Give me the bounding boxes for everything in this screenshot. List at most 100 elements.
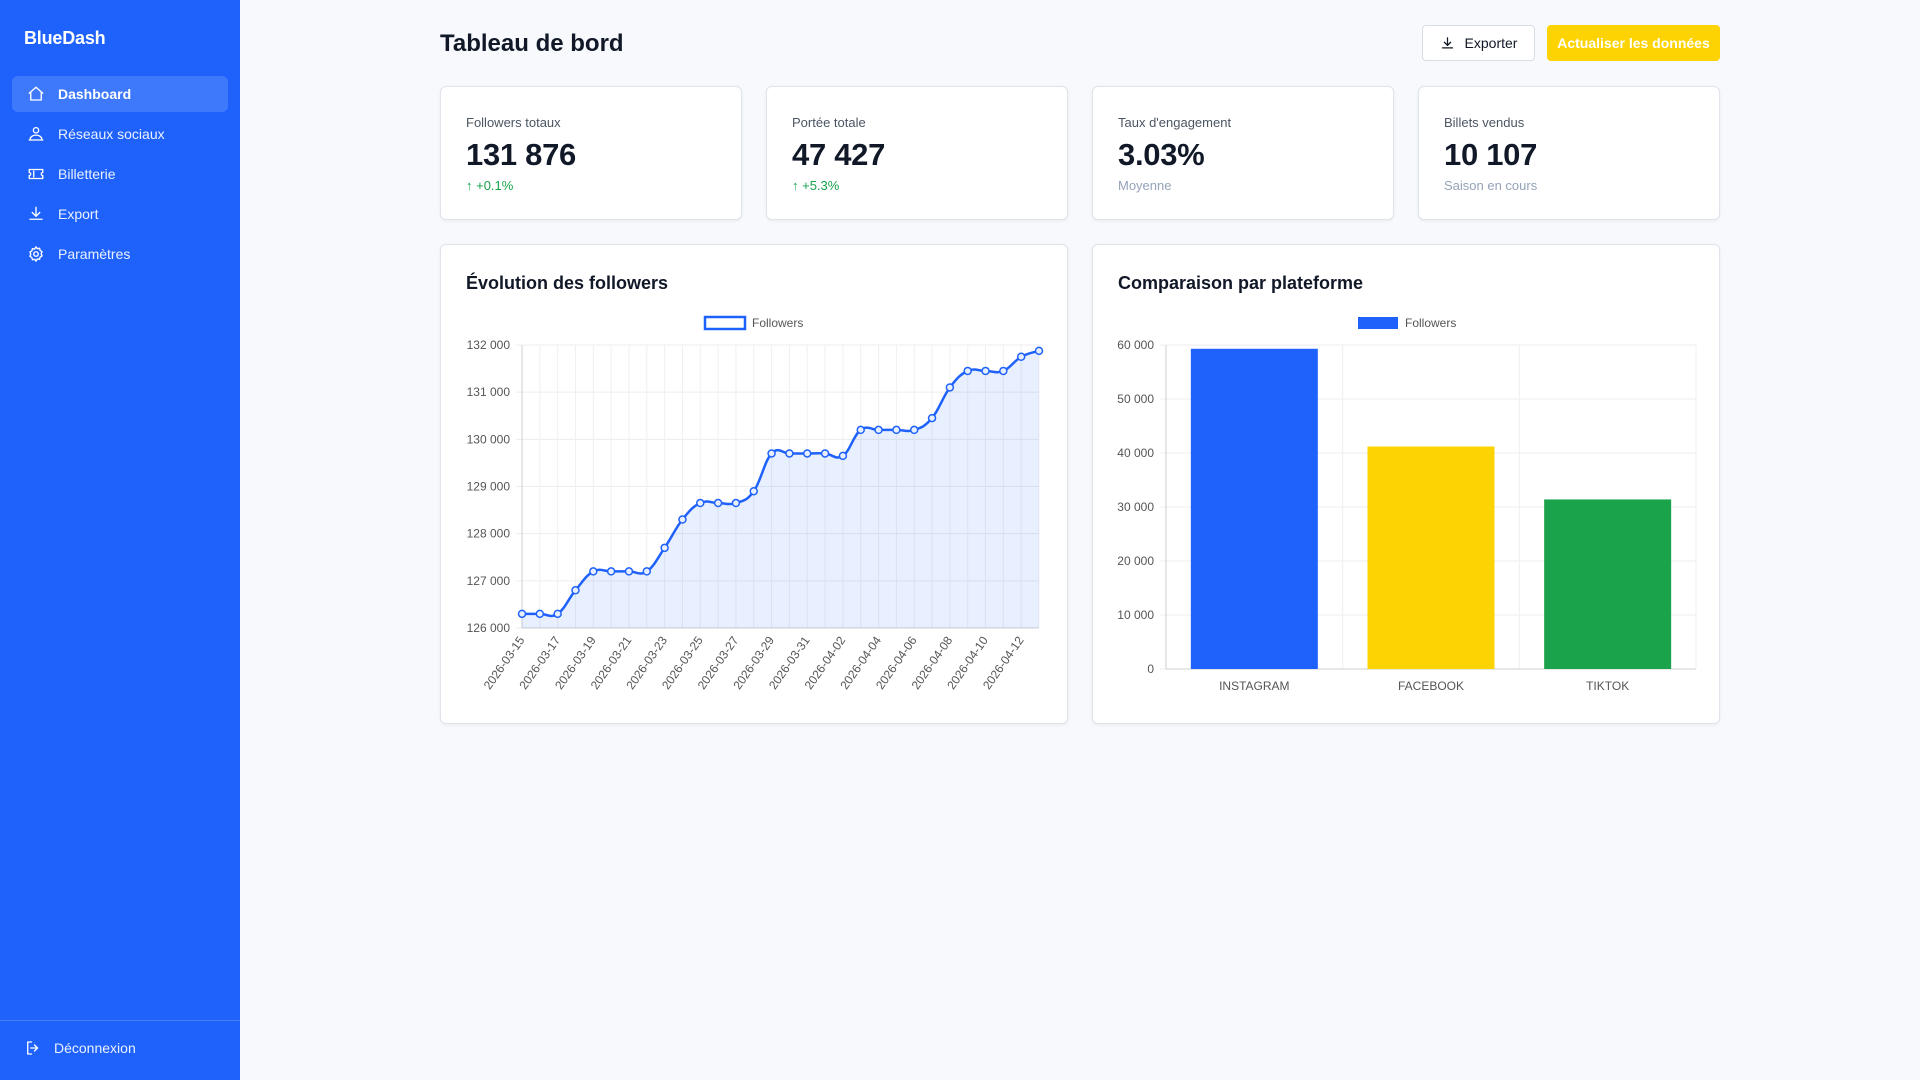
x-tick-label: TIKTOK bbox=[1586, 679, 1629, 693]
y-tick-label: 129 000 bbox=[467, 480, 511, 494]
data-point[interactable] bbox=[785, 449, 794, 458]
legend-label[interactable]: Followers bbox=[752, 316, 803, 330]
download-icon bbox=[26, 204, 46, 224]
data-point[interactable] bbox=[909, 425, 919, 435]
x-tick-label: INSTAGRAM bbox=[1219, 679, 1289, 693]
kpi-note: Moyenne bbox=[1118, 178, 1172, 193]
data-point[interactable] bbox=[535, 609, 545, 619]
data-point[interactable] bbox=[606, 567, 616, 576]
logout-icon bbox=[27, 1041, 39, 1055]
kpi-value: 47 427 bbox=[792, 137, 886, 172]
sidebar-item-ticketing[interactable]: Billetterie bbox=[12, 156, 228, 192]
data-point[interactable] bbox=[1034, 346, 1044, 356]
data-point[interactable] bbox=[642, 567, 652, 576]
kpi-value: 131 876 bbox=[466, 137, 576, 172]
data-point[interactable] bbox=[874, 425, 883, 435]
ticket-icon bbox=[26, 164, 46, 184]
export-button-label: Exporter bbox=[1464, 35, 1518, 51]
y-tick-label: 60 000 bbox=[1117, 338, 1154, 352]
y-tick-label: 131 000 bbox=[467, 385, 511, 399]
y-tick-label: 126 000 bbox=[467, 621, 511, 635]
kpi-card-tickets: Billets vendus 10 107 Saison en cours bbox=[1418, 86, 1720, 220]
data-point[interactable] bbox=[517, 609, 527, 619]
followers-line-chart: 126 000 127 000 128 000 129 000 130 000 131 0… bbox=[467, 315, 1044, 692]
platform-bar-chart: 0 10 000 20 000 30 000 40 000 50 000 60 000 INS… bbox=[1117, 316, 1697, 693]
data-point[interactable] bbox=[1016, 352, 1026, 362]
sidebar-footer: Déconnexion bbox=[0, 1020, 240, 1080]
platform-comparison-card: Comparaison par plateforme 0 10 000 20 000… bbox=[1092, 244, 1720, 724]
download-icon bbox=[1441, 36, 1453, 48]
y-tick-label: 127 000 bbox=[467, 574, 511, 588]
refresh-data-button[interactable]: Actualiser les données bbox=[1547, 25, 1720, 61]
legend-swatch bbox=[703, 315, 747, 331]
y-tick-label: 10 000 bbox=[1117, 608, 1154, 622]
kpi-card-engagement: Taux d'engagement 3.03% Moyenne bbox=[1092, 86, 1394, 220]
kpi-label: Portée totale bbox=[792, 115, 866, 130]
data-point[interactable] bbox=[981, 366, 990, 376]
sidebar-item-label: Dashboard bbox=[58, 86, 132, 102]
data-point[interactable] bbox=[749, 486, 759, 496]
logout-label: Déconnexion bbox=[54, 1040, 136, 1056]
x-tick-label: FACEBOOK bbox=[1398, 679, 1464, 693]
sidebar-item-label: Export bbox=[58, 206, 99, 222]
users-icon bbox=[26, 124, 46, 144]
data-point[interactable] bbox=[589, 567, 598, 576]
y-tick-label: 20 000 bbox=[1117, 554, 1154, 568]
bar-instagram[interactable] bbox=[1190, 348, 1318, 669]
chart-title: Évolution des followers bbox=[466, 273, 669, 293]
sidebar-item-dashboard[interactable]: Dashboard bbox=[12, 76, 228, 112]
chart-title: Comparaison par plateforme bbox=[1118, 273, 1364, 293]
kpi-label: Taux d'engagement bbox=[1118, 115, 1232, 130]
kpi-card-followers: Followers totaux 131 876 ↑ +0.1% bbox=[440, 86, 742, 220]
data-point[interactable] bbox=[927, 413, 937, 423]
y-tick-label: 132 000 bbox=[467, 338, 511, 352]
kpi-note: Saison en cours bbox=[1444, 178, 1538, 193]
legend-swatch bbox=[1358, 317, 1398, 329]
data-point[interactable] bbox=[624, 567, 634, 576]
data-point[interactable] bbox=[892, 425, 901, 435]
sidebar-item-settings[interactable]: Paramètres bbox=[12, 236, 228, 272]
data-point[interactable] bbox=[856, 425, 865, 435]
legend-label[interactable]: Followers bbox=[1405, 316, 1456, 330]
data-point[interactable] bbox=[999, 366, 1008, 376]
sidebar-nav: Dashboard Réseaux sociaux Billetterie Ex… bbox=[12, 76, 228, 276]
sidebar-item-label: Paramètres bbox=[58, 246, 131, 262]
data-point[interactable] bbox=[571, 586, 580, 595]
data-point[interactable] bbox=[820, 449, 830, 458]
kpi-label: Billets vendus bbox=[1444, 115, 1525, 130]
data-point[interactable] bbox=[731, 498, 741, 508]
sidebar-item-export[interactable]: Export bbox=[12, 196, 228, 232]
data-point[interactable] bbox=[767, 449, 776, 458]
y-tick-label: 0 bbox=[1147, 662, 1154, 676]
sidebar-item-social[interactable]: Réseaux sociaux bbox=[12, 116, 228, 152]
followers-evolution-card: Évolution des followers 126 000 127 000 12… bbox=[440, 244, 1068, 724]
data-point[interactable] bbox=[802, 449, 812, 458]
y-tick-label: 30 000 bbox=[1117, 500, 1154, 514]
logout-button[interactable]: Déconnexion bbox=[24, 1039, 136, 1057]
data-point[interactable] bbox=[553, 609, 562, 619]
bar-tiktok[interactable] bbox=[1544, 499, 1672, 669]
data-point[interactable] bbox=[713, 498, 723, 508]
kpi-trend: ↑ +0.1% bbox=[466, 178, 514, 193]
data-point[interactable] bbox=[660, 543, 669, 553]
data-point[interactable] bbox=[678, 515, 687, 524]
kpi-value: 10 107 bbox=[1444, 137, 1538, 172]
data-point[interactable] bbox=[963, 366, 972, 376]
gear-icon bbox=[26, 244, 46, 264]
export-button[interactable]: Exporter bbox=[1422, 25, 1535, 61]
home-icon bbox=[26, 84, 46, 104]
bar-facebook[interactable] bbox=[1367, 446, 1495, 669]
series-area bbox=[522, 350, 1039, 628]
kpi-label: Followers totaux bbox=[466, 115, 561, 130]
grid bbox=[516, 344, 1040, 629]
data-point[interactable] bbox=[838, 451, 848, 461]
brand-logo[interactable]: BlueDash bbox=[24, 28, 106, 48]
data-point[interactable] bbox=[945, 383, 955, 392]
data-point[interactable] bbox=[696, 498, 705, 508]
y-tick-label: 50 000 bbox=[1117, 392, 1154, 406]
sidebar-item-label: Réseaux sociaux bbox=[58, 126, 165, 142]
y-tick-label: 128 000 bbox=[467, 527, 511, 541]
y-tick-label: 40 000 bbox=[1117, 446, 1154, 460]
kpi-value: 3.03% bbox=[1118, 137, 1205, 172]
page-title: Tableau de bord bbox=[440, 30, 624, 57]
